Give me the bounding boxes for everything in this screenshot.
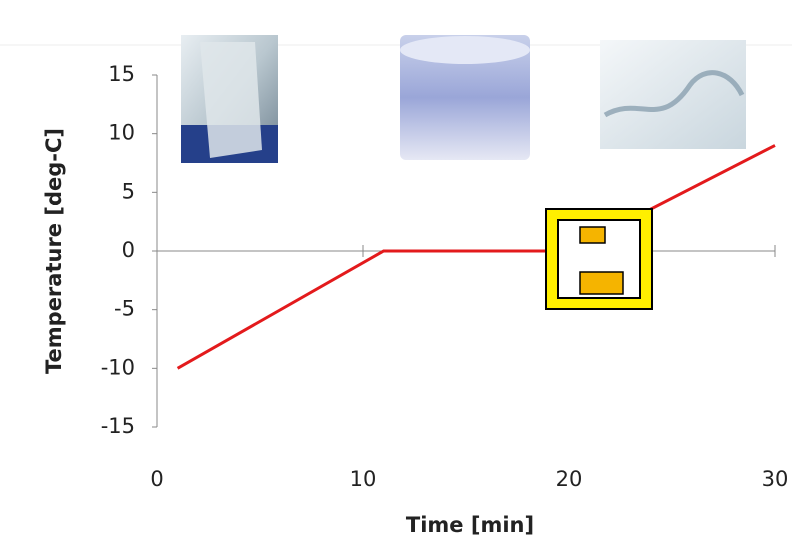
y-tick-label: -5	[114, 297, 135, 321]
x-tick-label: 20	[556, 467, 583, 491]
y-tick-label: 0	[122, 238, 135, 262]
temperature-line	[178, 145, 775, 368]
ice-image	[181, 35, 278, 163]
water-image	[600, 40, 746, 149]
y-tick-label: -10	[101, 355, 135, 379]
glass-image	[400, 35, 530, 160]
y-tick-label: 10	[108, 121, 135, 145]
x-axis-title: Time [min]	[406, 513, 534, 537]
x-tick-label: 0	[150, 467, 163, 491]
state-icon	[546, 209, 652, 309]
y-tick-label: -15	[101, 414, 135, 438]
y-tick-label: 15	[108, 62, 135, 86]
x-tick-label: 30	[762, 467, 789, 491]
y-tick-label: 5	[122, 179, 135, 203]
chart: Temperature [deg-C] Time [min] 15 10 5 0 -5 -…	[0, 0, 792, 544]
x-tick-label: 10	[350, 467, 377, 491]
y-axis-title: Temperature [deg-C]	[42, 128, 66, 374]
